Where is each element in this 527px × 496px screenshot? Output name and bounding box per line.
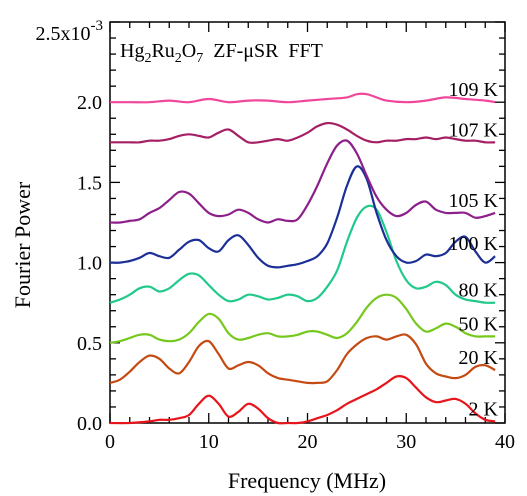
series-labels: 2 K 20 K 50 K 80 K 100 K 105 K 107 K 109 K: [449, 79, 499, 420]
x-axis-title: Frequency (MHz): [228, 468, 386, 493]
series-label-109-k: 109 K: [449, 79, 499, 101]
series-label-50-k: 50 K: [459, 313, 499, 335]
y-tick-label: 2.0: [77, 92, 102, 114]
series-label-20-k: 20 K: [459, 347, 499, 369]
x-tick-label: 30: [396, 431, 416, 453]
y-tick-label: 1.5: [77, 172, 102, 194]
x-tick-label: 20: [298, 431, 318, 453]
series-line-107-k: [109, 121, 496, 144]
plot-frame: [109, 21, 506, 424]
x-tick-label: 0: [105, 431, 115, 453]
series-label-2-k: 2 K: [469, 398, 499, 420]
series-line-20-k: [109, 333, 496, 385]
x-tick-label: 10: [199, 431, 219, 453]
series-line-2-k: [109, 375, 496, 425]
y-tick-label: 1.0: [77, 253, 102, 275]
series-label-100-k: 100 K: [449, 233, 499, 255]
chart-title: Hg2Ru2O7 ZF-μSR FFT: [120, 40, 323, 66]
x-tick-label: 40: [495, 431, 515, 453]
series-lines: [109, 92, 496, 425]
y-tick-label: 0.5: [77, 333, 102, 355]
series-line-105-k: [109, 139, 496, 224]
series-line-109-k: [110, 92, 496, 104]
plot-area: [109, 21, 506, 424]
y-axis-title: Fourier Power: [10, 181, 35, 308]
series-line-50-k: [109, 293, 496, 344]
axis-ticks: 0 10 20 30 40 0.0 0.5 1.0 1.5 2.0: [77, 21, 515, 453]
series-label-80-k: 80 K: [459, 280, 499, 302]
y-exponent-label: 2.5x10-3: [36, 18, 104, 45]
y-tick-label: 0.0: [77, 413, 102, 435]
series-label-107-k: 107 K: [449, 119, 499, 141]
series-line-80-k: [109, 204, 496, 304]
series-line-100-k: [109, 165, 496, 269]
series-label-105-k: 105 K: [449, 190, 499, 212]
y-exponent-superscript: -3: [91, 18, 104, 34]
